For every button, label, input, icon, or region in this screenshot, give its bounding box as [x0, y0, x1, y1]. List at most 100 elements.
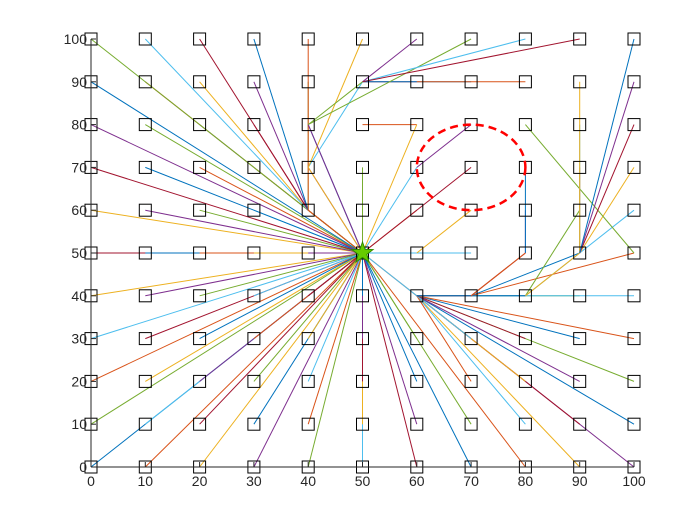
node-marker: [301, 118, 315, 132]
node-marker: [627, 75, 641, 89]
node-marker: [518, 289, 532, 303]
node-marker: [138, 332, 152, 346]
y-tick-label: 30: [71, 331, 87, 347]
node-marker: [356, 332, 369, 346]
edge-line: [362, 124, 418, 254]
edge-line: [90, 166, 363, 254]
node-marker: [193, 118, 207, 132]
y-tick-label: 70: [71, 159, 87, 175]
edge-line: [199, 252, 363, 425]
node-marker: [193, 246, 207, 260]
edge-line: [470, 252, 580, 297]
edge-line: [416, 295, 526, 340]
node-marker: [247, 246, 261, 260]
edge-line: [90, 252, 363, 340]
node-marker: [193, 203, 207, 217]
edge-line: [416, 209, 472, 254]
x-tick-label: 70: [463, 473, 479, 489]
node-marker: [464, 374, 478, 388]
edge-line: [362, 252, 418, 382]
node-marker: [138, 160, 152, 174]
obstacle-circle: [415, 123, 527, 212]
edge-line: [307, 252, 363, 382]
node-marker: [247, 118, 261, 132]
node-marker: [627, 289, 641, 303]
edge-line: [145, 252, 363, 382]
edge-line: [90, 252, 363, 297]
node-marker: [627, 417, 641, 431]
node-marker: [301, 289, 315, 303]
node-marker: [301, 417, 315, 431]
x-tick-label: 100: [622, 473, 646, 489]
node-marker: [138, 417, 152, 431]
node-marker: [627, 160, 641, 174]
node-marker: [410, 332, 424, 346]
edge-line: [362, 167, 418, 254]
edge-line: [307, 252, 363, 468]
goal-star-icon: [350, 240, 375, 264]
node-marker: [247, 160, 261, 174]
edge-line: [416, 295, 580, 382]
node-marker: [410, 203, 424, 217]
node-marker: [518, 118, 532, 132]
edge-line: [362, 252, 472, 468]
node-marker: [518, 75, 532, 89]
node-marker: [518, 374, 532, 388]
edge-line: [307, 252, 363, 339]
node-marker: [573, 289, 587, 303]
x-tick-label: 90: [572, 473, 588, 489]
y-tick-label: 40: [71, 288, 87, 304]
edge-line: [416, 295, 526, 425]
y-tick-label: 80: [71, 117, 87, 133]
edge-line: [90, 252, 363, 425]
node-marker: [356, 32, 369, 46]
goal-layer: [350, 240, 375, 264]
node-marker: [301, 246, 315, 260]
node-marker: [464, 75, 478, 89]
node-marker: [193, 32, 207, 46]
edge-line: [90, 252, 363, 382]
node-marker: [193, 160, 207, 174]
node-marker: [410, 374, 424, 388]
node-marker: [247, 417, 261, 431]
node-marker: [573, 246, 587, 260]
edge-line: [416, 295, 472, 339]
edge-line: [307, 81, 363, 168]
grid-nodes: [84, 32, 641, 474]
node-marker: [301, 32, 315, 46]
node-marker: [573, 203, 587, 217]
edge-line: [362, 252, 418, 468]
y-tick-label: 100: [64, 31, 88, 47]
node-marker: [410, 246, 424, 260]
node-marker: [356, 374, 369, 388]
node-marker: [410, 118, 424, 132]
node-marker: [627, 32, 641, 46]
edge-line: [416, 124, 472, 168]
edge-line: [416, 295, 580, 340]
node-marker: [193, 332, 207, 346]
node-marker: [356, 289, 369, 303]
edge-line: [90, 81, 363, 254]
node-marker: [247, 289, 261, 303]
edge-line: [144, 252, 363, 468]
node-marker: [518, 203, 532, 217]
x-tick-label: 10: [138, 473, 154, 489]
edge-line: [253, 38, 309, 211]
node-marker: [301, 332, 315, 346]
edge-line: [307, 81, 363, 125]
edge-line: [253, 252, 363, 468]
edge-line: [144, 38, 309, 211]
edge-line: [416, 295, 635, 425]
edge-line: [579, 167, 635, 254]
edge-line: [362, 252, 526, 468]
edge-line: [199, 209, 363, 254]
node-marker: [301, 160, 315, 174]
edge-line: [199, 252, 363, 297]
edge-line: [199, 252, 363, 340]
node-marker: [464, 289, 478, 303]
edge-line: [362, 252, 418, 339]
x-tick-label: 20: [192, 473, 208, 489]
node-marker: [356, 417, 369, 431]
node-marker: [573, 32, 587, 46]
x-tick-label: 80: [518, 473, 534, 489]
